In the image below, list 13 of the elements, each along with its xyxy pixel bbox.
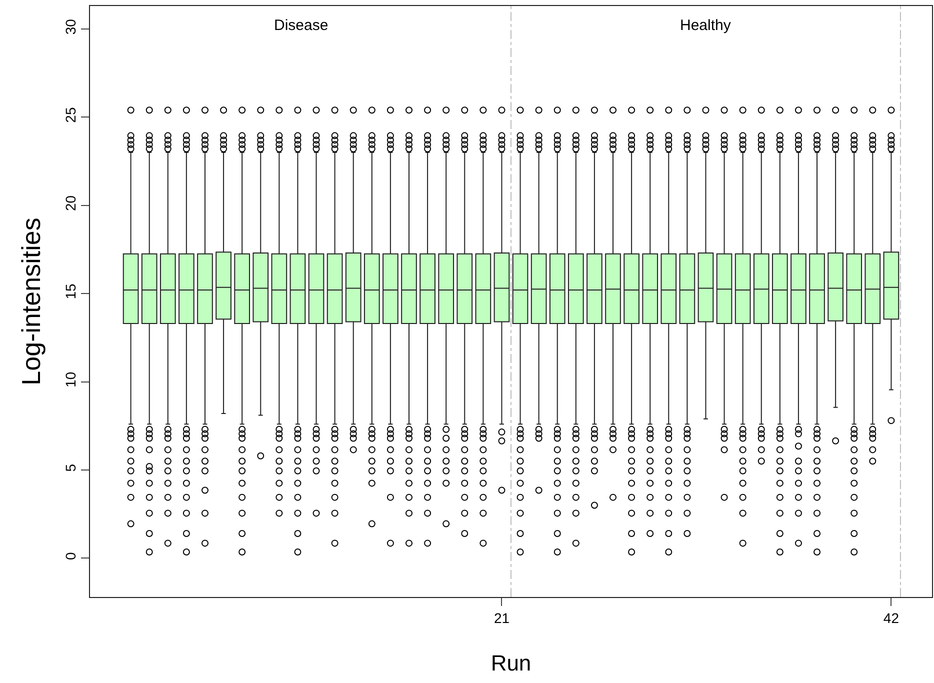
x-axis-title: Run xyxy=(490,650,532,676)
y-tick-label: 25 xyxy=(62,107,78,123)
y-tick-label: 20 xyxy=(62,195,78,212)
x-tick-label: 21 xyxy=(494,610,510,626)
y-tick-label: 0 xyxy=(62,552,78,560)
annotation: Disease xyxy=(274,17,328,34)
y-axis-title: Log-intensities xyxy=(16,218,46,386)
y-tick-label: 15 xyxy=(62,283,78,300)
y-tick-label: 30 xyxy=(62,18,78,35)
y-tick-label: 5 xyxy=(62,464,78,472)
y-tick-label: 10 xyxy=(62,372,78,388)
x-tick-label: 42 xyxy=(883,610,900,626)
annotation: Healthy xyxy=(680,17,732,34)
